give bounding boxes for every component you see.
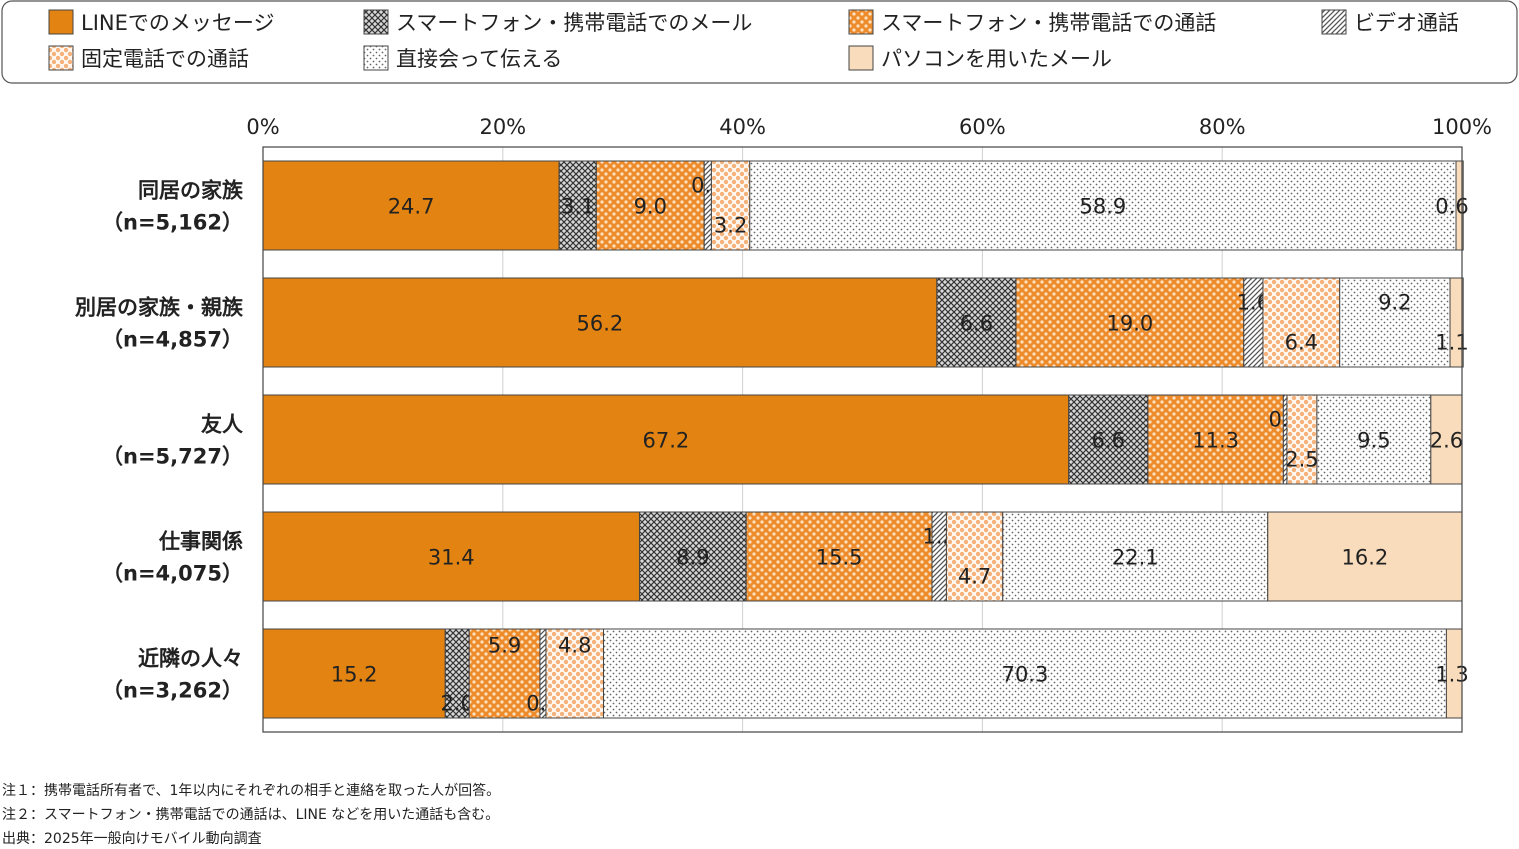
data-label: 1.1 [1435, 331, 1468, 355]
bar-segment [710, 160, 751, 251]
bar-segment [1267, 511, 1463, 602]
data-label: 22.1 [1112, 546, 1159, 570]
data-label: 0.6 [1435, 195, 1468, 219]
legend-label: ビデオ通話 [1354, 11, 1459, 35]
data-label: 6.6 [960, 312, 993, 336]
bar-segment [262, 511, 640, 602]
data-label: 19.0 [1106, 312, 1153, 336]
bar-segment [262, 628, 446, 719]
bar-segment [1455, 160, 1464, 251]
bar-segment [262, 394, 1070, 485]
data-label: 15.5 [816, 546, 863, 570]
data-label: 15.2 [331, 663, 378, 687]
bar-segment [595, 160, 705, 251]
data-label: 11.3 [1192, 429, 1239, 453]
x-tick-label: 0% [246, 115, 279, 139]
bar-segment [1339, 277, 1451, 368]
data-label: 70.3 [1002, 663, 1049, 687]
legend-label: パソコンを用いたメール [881, 47, 1112, 71]
data-label: 9.2 [1378, 291, 1411, 315]
legend-label: 固定電話での通話 [81, 47, 249, 71]
bar-segment [603, 628, 1447, 719]
data-label: 67.2 [642, 429, 689, 453]
category-n: （n=5,162） [102, 211, 243, 235]
category-n: （n=4,857） [102, 328, 243, 352]
data-label: 8.9 [676, 546, 709, 570]
category-name: 同居の家族 [138, 179, 244, 203]
data-label: 9.0 [634, 195, 667, 219]
legend: LINEでのメッセージ スマートフォン・携帯電話でのメール スマートフォン・携帯電話… [48, 9, 1459, 71]
bar-segment [1068, 394, 1149, 485]
data-label: 6.6 [1092, 429, 1125, 453]
legend-label: LINEでのメッセージ [81, 11, 274, 35]
legend-swatch [848, 45, 874, 71]
category-n: （n=3,262） [102, 679, 243, 703]
plot-frame [262, 146, 1463, 733]
category-labels: 同居の家族 （n=5,162） 別居の家族・親族 （n=4,857） 友人 （n=5,72… [75, 179, 244, 703]
x-tick-label: 40% [719, 115, 766, 139]
bar-segment [638, 511, 747, 602]
x-tick-label: 60% [959, 115, 1006, 139]
category-name: 別居の家族・親族 [75, 296, 244, 320]
note-3: 出典：2025年一般向けモバイル動向調査 [2, 831, 262, 847]
data-label: 6.4 [1285, 331, 1318, 355]
category-n: （n=5,727） [102, 445, 243, 469]
bar-segment [745, 511, 933, 602]
legend-swatch [363, 45, 389, 71]
x-tick-label: 100% [1432, 115, 1492, 139]
bar-segment [936, 277, 1017, 368]
data-label: 9.5 [1357, 429, 1390, 453]
data-label: 4.7 [958, 565, 991, 589]
bar-segment [262, 160, 560, 251]
bar-segment [1002, 511, 1269, 602]
data-label: 2.6 [1430, 429, 1463, 453]
legend-swatch [363, 9, 389, 35]
legend-swatch [48, 45, 74, 71]
category-name: 友人 [201, 413, 243, 437]
data-label: 16.2 [1341, 546, 1388, 570]
bar-segment [1286, 394, 1318, 485]
data-label: 1.3 [1435, 663, 1468, 687]
x-tick-label: 20% [479, 115, 526, 139]
data-label: 31.4 [428, 546, 475, 570]
category-name: 仕事関係 [158, 530, 243, 554]
bar-segment [262, 277, 938, 368]
legend-label: スマートフォン・携帯電話でのメール [396, 11, 752, 35]
data-label: 4.8 [558, 634, 591, 658]
data-label: 3.2 [714, 214, 747, 238]
legend-label: スマートフォン・携帯電話での通話 [881, 11, 1216, 35]
x-axis-ticks: 0% 20% 40% 60% 80% 100% [246, 115, 1492, 139]
bar-segment [1316, 394, 1432, 485]
bar-segment [1430, 394, 1463, 485]
data-label: 58.9 [1080, 195, 1127, 219]
bars: 24.7 3.1 9.00.63.258.9 0.656.2 6.6 19.01.66.4… [262, 160, 1469, 719]
legend-swatch [848, 9, 874, 35]
data-label: 56.2 [577, 312, 624, 336]
legend-swatch [48, 9, 74, 35]
data-label: 24.7 [388, 195, 435, 219]
bar-segment [1262, 277, 1341, 368]
note-1: 注１：携帯電話所有者で、1年以内にそれぞれの相手と連絡を取った人が回答。 [2, 782, 500, 799]
data-label: 5.9 [488, 634, 521, 658]
legend-swatch [1321, 9, 1347, 35]
category-n: （n=4,075） [102, 562, 243, 586]
bar-segment [1015, 277, 1245, 368]
x-tick-label: 80% [1199, 115, 1246, 139]
bar-segment [945, 511, 1004, 602]
bar-segment [558, 160, 597, 251]
data-label: 3.1 [561, 195, 594, 219]
category-name: 近隣の人々 [138, 647, 243, 671]
data-label: 2.0 [441, 692, 474, 716]
legend-label: 直接会って伝える [396, 47, 562, 71]
bar-segment [1449, 277, 1464, 368]
note-2: 注２：スマートフォン・携帯電話での通話は、LINE などを用いた通話も含む。 [2, 806, 499, 823]
bar-segment [468, 628, 541, 719]
bar-segment [749, 160, 1457, 251]
data-label: 2.5 [1285, 448, 1318, 472]
